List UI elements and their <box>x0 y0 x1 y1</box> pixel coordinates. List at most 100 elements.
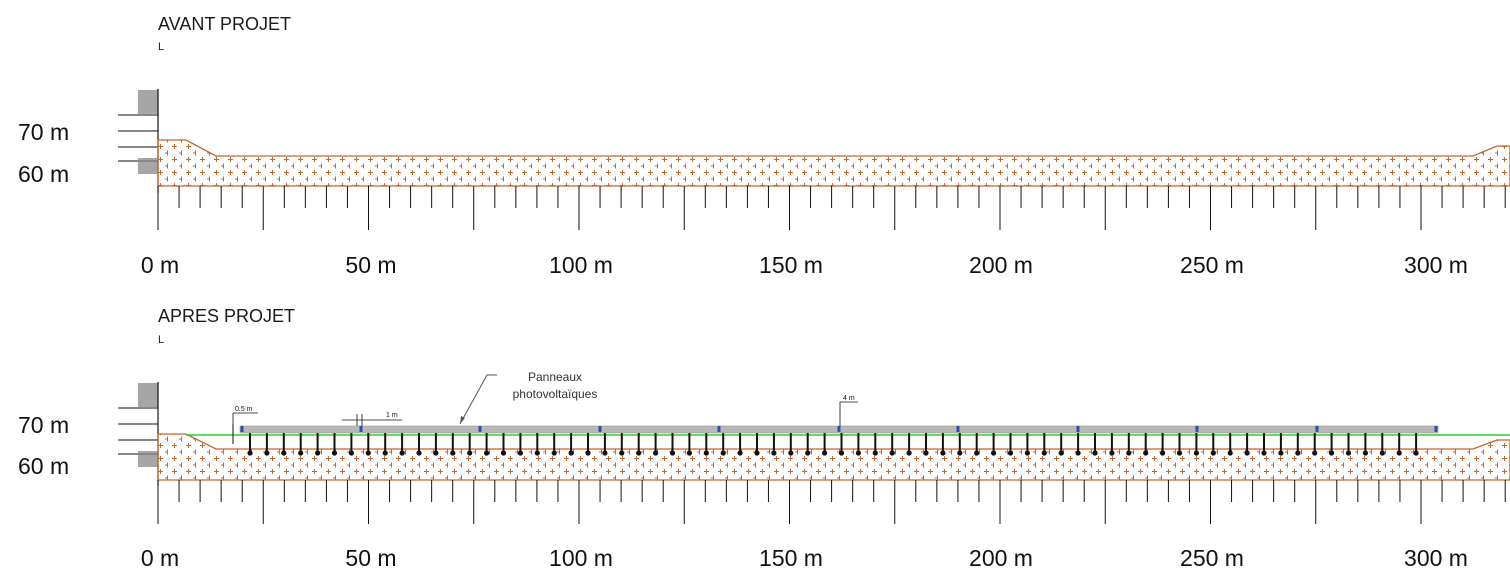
pile-foot <box>703 450 709 456</box>
panels-label-line1: Panneaux <box>528 370 582 384</box>
pile-foot <box>1261 450 1267 456</box>
dimension-label: 1 m <box>386 412 398 419</box>
elevation-label-60: 60 m <box>18 161 69 187</box>
panel-connector <box>478 426 482 432</box>
pile-foot <box>450 450 456 456</box>
pile-foot <box>1396 450 1402 456</box>
pile-foot <box>1126 450 1132 456</box>
pile-foot <box>1362 450 1368 456</box>
section-title: AVANT PROJET <box>158 14 291 34</box>
pile-foot <box>1160 450 1166 456</box>
pile-foot <box>534 450 540 456</box>
pile-foot <box>923 450 929 456</box>
pile-foot <box>1109 450 1115 456</box>
pile-foot <box>484 450 490 456</box>
pile-foot <box>686 450 693 456</box>
pile-foot <box>365 450 371 456</box>
pile-foot <box>348 450 354 456</box>
pile-foot <box>1413 450 1419 456</box>
pile-foot <box>1345 450 1352 456</box>
pile-foot <box>281 450 287 456</box>
pile-foot <box>298 450 304 456</box>
pile-foot <box>737 450 743 456</box>
pile-foot <box>636 450 642 456</box>
distance-label: 250 m <box>1180 545 1244 571</box>
panel-connector <box>956 426 960 432</box>
panel-connector <box>837 426 841 432</box>
distance-label: 150 m <box>759 252 823 278</box>
panel-connector <box>1315 426 1319 432</box>
pile-foot <box>1278 450 1284 456</box>
pile-foot <box>1058 450 1064 456</box>
pile-foot <box>1295 450 1301 456</box>
pile-foot <box>1244 450 1250 456</box>
pile-foot <box>720 450 726 456</box>
pile-foot <box>1227 450 1233 456</box>
elevation-scale <box>118 89 159 193</box>
pile-foot <box>1379 450 1385 456</box>
distance-label: 200 m <box>969 252 1033 278</box>
pile-foot <box>264 450 270 456</box>
panels-label-line2: photovoltaïques <box>513 387 598 401</box>
section-apres-projet: APRES PROJET L 70 m 60 m 0.5 m 1 m 4 m <box>18 306 1510 571</box>
distance-label: 300 m <box>1404 545 1468 571</box>
pile-foot <box>822 450 828 456</box>
pile-foot <box>855 450 862 456</box>
pile-foot <box>1092 450 1098 456</box>
pile-foot <box>247 450 253 456</box>
section-marker: L <box>158 41 164 53</box>
distance-label: 50 m <box>345 252 396 278</box>
pile-foot <box>619 450 625 456</box>
pile-foot <box>1329 450 1335 456</box>
pile-foot <box>382 450 388 456</box>
pile-foot <box>1041 450 1047 456</box>
pile-foot <box>838 450 845 456</box>
panel-connector <box>1076 426 1080 432</box>
distance-label: 50 m <box>345 545 396 571</box>
distance-label: 150 m <box>759 545 823 571</box>
pile-foot <box>889 450 895 456</box>
pile-foot <box>1312 450 1318 456</box>
distance-label: 0 m <box>141 252 179 278</box>
pile-foot <box>585 450 591 456</box>
section-avant-projet: AVANT PROJET L 70 m 60 m 0 m 50 m 100 m … <box>18 14 1510 278</box>
dimension-label: 4 m <box>843 395 855 402</box>
elevation-label-60: 60 m <box>18 453 69 479</box>
pile-foot <box>1210 450 1216 456</box>
pile-foot <box>669 450 676 456</box>
distance-axis <box>157 186 1506 230</box>
distance-label: 100 m <box>549 252 613 278</box>
dimension-label: 0.5 m <box>235 406 253 413</box>
pile-foot <box>991 450 997 456</box>
distance-label: 200 m <box>969 545 1033 571</box>
panel-connector <box>359 426 363 432</box>
distance-axis <box>157 480 1506 524</box>
elevation-label-70: 70 m <box>18 119 69 145</box>
pile-foot <box>602 450 608 456</box>
elevation-label-70: 70 m <box>18 412 69 438</box>
pile-foot <box>754 450 760 456</box>
distance-label: 0 m <box>141 545 179 571</box>
pile-foot <box>1075 450 1081 456</box>
pile-foot <box>1176 450 1183 456</box>
section-title: APRES PROJET <box>158 306 295 326</box>
dimension-gap: 1 m <box>342 412 402 426</box>
distance-label: 300 m <box>1404 252 1468 278</box>
pile-foot <box>1143 450 1149 456</box>
panel-connector <box>1195 426 1199 432</box>
pile-foot <box>568 450 574 456</box>
pile-foot <box>974 450 980 456</box>
pile-foot <box>788 450 794 456</box>
pile-foot <box>551 450 557 456</box>
pile-foot <box>872 450 878 456</box>
dimension-height: 0.5 m <box>232 406 258 444</box>
panel-connector <box>1434 426 1438 432</box>
panel-connector <box>717 426 721 432</box>
distance-label: 250 m <box>1180 252 1244 278</box>
panel-connector <box>598 426 602 432</box>
pile-foot <box>805 450 811 456</box>
pile-foot <box>1193 450 1199 456</box>
pile-foot <box>906 450 912 456</box>
pile-foot <box>433 450 439 456</box>
